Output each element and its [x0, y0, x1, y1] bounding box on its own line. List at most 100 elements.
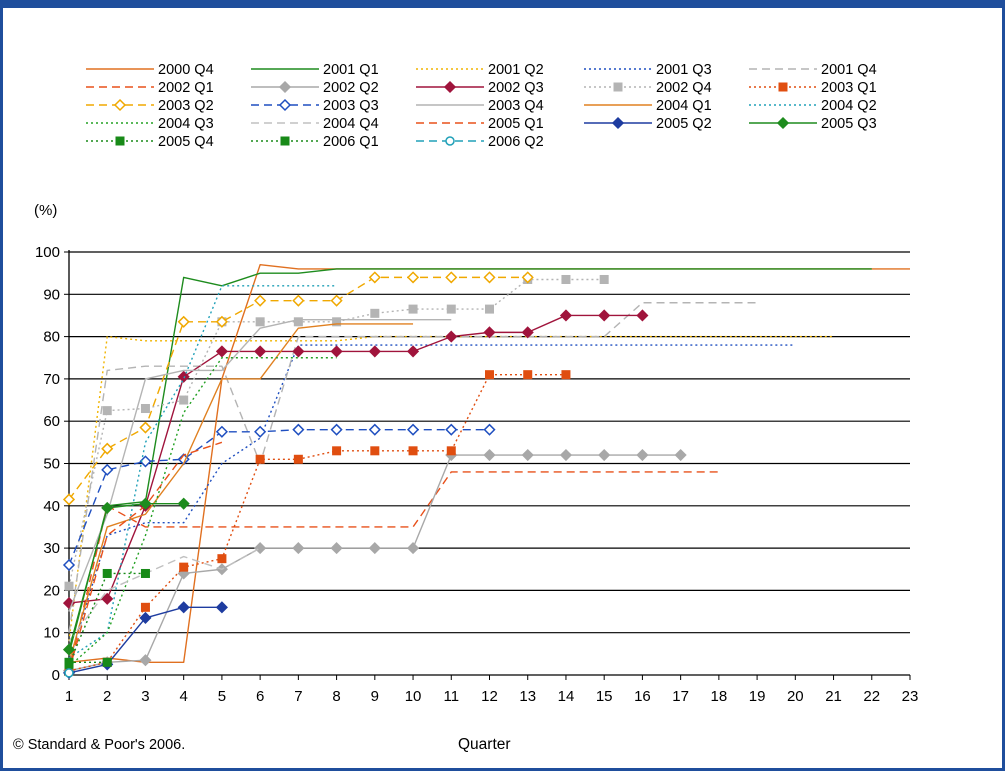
legend-label: 2006 Q2 [488, 134, 544, 150]
legend-entry: 2003 Q4 [416, 98, 544, 114]
data-point [408, 446, 418, 456]
series-2002-q3 [62, 309, 649, 610]
x-tick-label: 12 [481, 688, 498, 705]
series-line [68, 268, 872, 655]
data-point [179, 395, 189, 405]
series-lines [62, 263, 910, 679]
legend-entry: 2003 Q3 [251, 98, 379, 114]
legend-label: 2003 Q3 [323, 98, 379, 114]
data-point [101, 463, 114, 476]
series-line [68, 428, 490, 566]
data-point [406, 423, 420, 436]
data-point [330, 542, 343, 555]
data-point [102, 406, 112, 416]
data-point [521, 448, 534, 462]
x-tick-label: 13 [519, 688, 536, 705]
legend-marker [776, 116, 790, 130]
legend-entry: 2005 Q3 [749, 116, 877, 132]
data-point [445, 271, 458, 284]
y-tick-label: 20 [43, 582, 60, 599]
legend-label: 2001 Q1 [323, 62, 379, 78]
legend-label: 2004 Q1 [656, 98, 712, 114]
data-point [674, 448, 687, 462]
data-point [64, 657, 74, 667]
legend-label: 2005 Q2 [656, 116, 712, 132]
data-point [523, 370, 533, 380]
legend-label: 2005 Q4 [158, 134, 214, 150]
x-tick-label: 6 [256, 688, 264, 705]
legend-marker [443, 80, 457, 94]
legend-label: 2004 Q3 [158, 116, 214, 132]
legend-entry: 2000 Q4 [86, 62, 214, 78]
legend-entry: 2001 Q2 [416, 62, 544, 78]
data-point [255, 317, 265, 327]
grid-lines [69, 251, 910, 634]
data-point [254, 345, 267, 358]
legend-marker [611, 116, 625, 130]
data-point [521, 271, 534, 284]
x-tick-label: 17 [672, 688, 689, 705]
series-line [68, 278, 605, 587]
data-point [177, 601, 190, 614]
x-tick-label: 11 [443, 688, 459, 705]
legend-label: 2002 Q3 [488, 80, 544, 96]
data-point [445, 330, 458, 343]
series-2003-q2 [62, 271, 534, 506]
x-tick-label: 9 [371, 688, 379, 705]
legend-entry: 2005 Q4 [86, 134, 214, 150]
data-point [139, 421, 152, 434]
data-point [636, 309, 649, 322]
y-tick-label: 50 [43, 456, 60, 473]
data-point [368, 423, 381, 436]
series-2004-q1 [68, 323, 414, 663]
data-point [292, 345, 305, 358]
data-point [139, 497, 152, 510]
legend: 2000 Q4 2001 Q1 2001 Q2 2001 Q3 2001 Q4 2002 … [86, 62, 877, 150]
data-point [140, 568, 150, 578]
series-line [68, 373, 566, 672]
y-tick-label: 60 [43, 413, 60, 430]
legend-label: 2002 Q2 [323, 80, 379, 96]
series-line [68, 318, 452, 612]
legend-entry: 2004 Q1 [584, 98, 712, 114]
data-point [292, 294, 305, 307]
data-point [101, 592, 114, 605]
legend-entry: 2001 Q4 [749, 62, 877, 78]
data-point [483, 423, 496, 436]
data-point [254, 294, 267, 307]
data-point [215, 315, 228, 328]
data-point [330, 423, 343, 436]
data-point [368, 271, 381, 284]
x-tick-label: 8 [332, 688, 340, 705]
legend-label: 2001 Q2 [488, 62, 544, 78]
x-axis-tick-labels: 1 2 3 4 5 6 7 8 9 10 11 12 13 14 15 16 17 18 19 20 21 22 23 [65, 688, 919, 705]
legend-label: 2004 Q4 [323, 116, 379, 132]
data-point [140, 404, 150, 414]
data-point [598, 309, 611, 322]
legend-label: 2003 Q1 [821, 80, 877, 96]
x-tick-label: 21 [825, 688, 842, 705]
series-line [68, 302, 758, 633]
series-2005-q3 [62, 497, 190, 656]
y-tick-label: 10 [43, 625, 60, 642]
series-2003-q4 [68, 318, 452, 612]
data-point [179, 562, 189, 572]
data-point [408, 304, 418, 314]
data-point [64, 668, 74, 678]
copyright-footer: © Standard & Poor's 2006. [13, 737, 185, 753]
y-axis-label: (%) [34, 202, 57, 219]
data-point [254, 542, 267, 555]
legend-marker [115, 136, 125, 146]
legend-entry: 2003 Q1 [749, 80, 877, 96]
x-tick-label: 3 [141, 688, 149, 705]
data-point [101, 501, 114, 514]
y-tick-label: 30 [43, 540, 60, 557]
data-point [62, 493, 76, 506]
x-tick-label: 19 [749, 688, 766, 705]
legend-entry: 2002 Q2 [251, 80, 379, 96]
legend-label: 2002 Q4 [656, 80, 712, 96]
data-point [521, 326, 534, 339]
y-tick-label: 0 [52, 667, 60, 684]
